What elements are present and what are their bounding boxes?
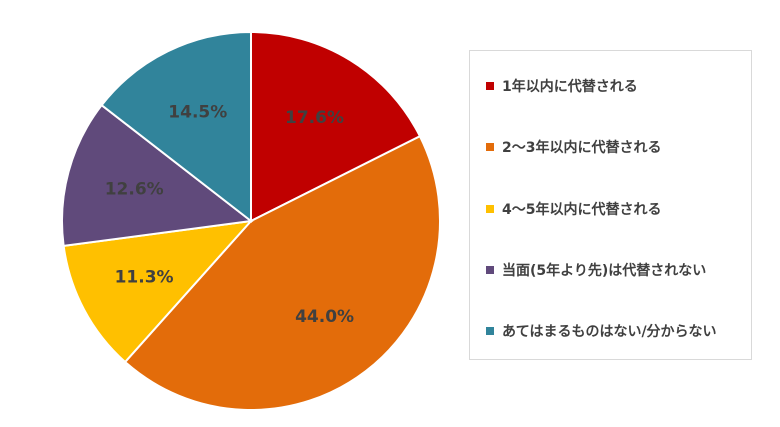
legend-label-1: 1年以内に代替される	[502, 79, 638, 95]
data-label-2: 44.0%	[295, 307, 354, 327]
pie-slice-1	[250, 30, 422, 223]
data-label-3: 11.3%	[115, 268, 174, 288]
legend-item-5: あてはまるものはない/分からない	[486, 320, 717, 342]
legend-swatch-4	[486, 266, 494, 274]
data-label-5: 14.5%	[168, 102, 227, 122]
pie-slice-3	[62, 219, 254, 364]
pie-slice-2	[123, 134, 441, 411]
legend-item-1: 1年以内に代替される	[486, 75, 638, 97]
legend-swatch-3	[486, 205, 494, 213]
legend-swatch-2	[486, 143, 494, 151]
legend-item-2: 2～3年以内に代替される	[486, 136, 661, 158]
legend-swatch-5	[486, 327, 494, 335]
legend: 1年以内に代替される 2～3年以内に代替される 4～5年以内に代替される 当面(…	[469, 50, 752, 360]
legend-item-3: 4～5年以内に代替される	[486, 198, 661, 220]
legend-swatch-1	[486, 82, 494, 90]
pie-slice-4	[61, 103, 254, 247]
data-label-1: 17.6%	[285, 108, 344, 128]
legend-item-4: 当面(5年より先)は代替されない	[486, 259, 706, 281]
legend-label-5: あてはまるものはない/分からない	[502, 324, 717, 340]
legend-label-3: 4～5年以内に代替される	[502, 202, 662, 218]
legend-label-4: 当面(5年より先)は代替されない	[502, 263, 707, 279]
data-label-4: 12.6%	[105, 179, 164, 199]
pie-chart: 17.6% 44.0% 11.3% 12.6% 14.5%	[61, 30, 441, 411]
pie-slice-5	[100, 30, 252, 224]
legend-label-2: 2～3年以内に代替される	[502, 140, 662, 156]
